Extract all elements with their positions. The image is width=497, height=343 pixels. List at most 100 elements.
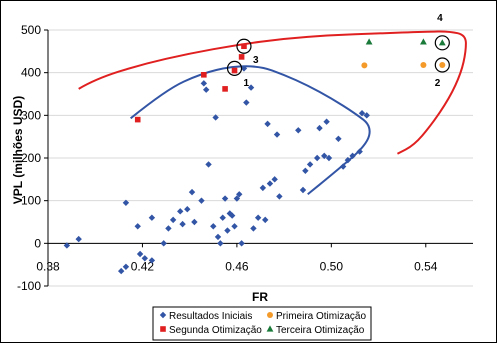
envelope-curve-1 (78, 30, 467, 155)
point-resultados-iniciais (221, 195, 229, 202)
point-resultados-iniciais (313, 154, 321, 162)
y-tick-label: 500 (21, 23, 41, 37)
y-tick-label: 100 (21, 194, 41, 208)
x-tick-labels: 0.38 0.42 0.46 0.50 0.54 (36, 259, 437, 273)
point-resultados-iniciais (271, 176, 278, 183)
data-points (63, 38, 446, 275)
point-resultados-iniciais (117, 267, 125, 275)
point-resultados-iniciais (363, 112, 370, 119)
legend-label-0: Resultados Iniciais (169, 311, 252, 322)
point-resultados-iniciais (179, 220, 186, 228)
annotation-circle-2 (434, 57, 450, 73)
legend-marker-3 (266, 325, 274, 332)
point-resultados-iniciais (344, 156, 352, 164)
x-tick-label: 0.38 (36, 259, 60, 273)
point-resultados-iniciais (231, 223, 238, 230)
point-resultados-iniciais (224, 227, 231, 234)
x-tick-label: 0.42 (131, 259, 155, 273)
curves (78, 30, 467, 196)
point-resultados-iniciais (236, 191, 243, 198)
y-tick-label: 200 (21, 151, 41, 165)
point-resultados-iniciais (217, 240, 224, 247)
point-resultados-iniciais (200, 80, 208, 87)
point-resultados-iniciais (63, 242, 71, 249)
point-resultados-iniciais (165, 225, 172, 232)
point-segunda-otimizacao (134, 116, 141, 123)
point-resultados-iniciais (356, 148, 363, 155)
point-resultados-iniciais (262, 216, 269, 224)
point-resultados-iniciais (273, 131, 281, 138)
point-resultados-iniciais (243, 99, 250, 106)
envelope-curve-0 (130, 65, 371, 196)
legend-label-2: Segunda Otimização (169, 325, 262, 336)
point-segunda-otimizacao (201, 72, 207, 78)
point-resultados-iniciais (148, 214, 156, 221)
point-resultados-iniciais (188, 188, 196, 196)
point-resultados-iniciais (247, 84, 255, 91)
point-resultados-iniciais (321, 152, 328, 160)
point-segunda-otimizacao (241, 43, 247, 50)
point-terceira-otimizacao (365, 38, 373, 45)
point-resultados-iniciais (212, 114, 219, 121)
point-resultados-iniciais (122, 263, 130, 270)
point-resultados-iniciais (240, 65, 248, 72)
legend-marker-2 (160, 326, 166, 332)
point-resultados-iniciais (358, 110, 366, 117)
y-tick-labels: -100 0 100 200 300 400 500 (17, 23, 41, 293)
annotation-label-1: 1 (244, 78, 250, 89)
point-resultados-iniciais (214, 233, 222, 241)
point-resultados-iniciais (233, 195, 241, 202)
point-resultados-iniciais (141, 255, 149, 262)
point-resultados-iniciais (219, 214, 226, 221)
annotation-label-3: 3 (253, 55, 259, 66)
point-resultados-iniciais (316, 124, 323, 132)
point-resultados-iniciais (238, 240, 245, 247)
point-resultados-iniciais (191, 218, 198, 226)
point-resultados-iniciais (335, 135, 342, 142)
annotations: 1 2 3 4 (226, 13, 450, 89)
point-resultados-iniciais (169, 216, 177, 224)
legend-marker-1 (267, 312, 273, 318)
point-resultados-iniciais (160, 240, 167, 247)
y-axis-label: VPL (milhões USD) (11, 96, 25, 204)
point-resultados-iniciais (205, 161, 212, 168)
point-resultados-iniciais (75, 235, 82, 243)
point-resultados-iniciais (148, 257, 156, 264)
axes (44, 29, 473, 287)
point-resultados-iniciais (325, 154, 333, 162)
point-resultados-iniciais (177, 208, 184, 215)
point-resultados-iniciais (254, 214, 262, 221)
y-tick-label: 300 (21, 108, 41, 122)
annotation-circle-1 (226, 60, 243, 77)
point-resultados-iniciais (339, 163, 347, 170)
point-resultados-iniciais (302, 167, 309, 174)
point-resultados-iniciais (276, 193, 283, 200)
legend-label-1: Primeira Otimização (276, 311, 366, 322)
point-resultados-iniciais (134, 223, 141, 230)
point-resultados-iniciais (228, 212, 236, 219)
point-segunda-otimizacao (238, 54, 245, 60)
point-segunda-otimizacao (222, 86, 228, 92)
point-terceira-otimizacao (420, 38, 427, 45)
legend: Resultados Iniciais Primeira Otimização Se… (152, 306, 372, 341)
point-resultados-iniciais (250, 225, 257, 232)
point-terceira-otimizacao (438, 39, 446, 46)
annotation-label-2: 2 (435, 78, 441, 89)
point-resultados-iniciais (210, 223, 217, 230)
point-resultados-iniciais (295, 127, 302, 134)
legend-marker-0 (159, 311, 167, 319)
x-tick-label: 0.46 (225, 259, 249, 273)
annotation-label-4: 4 (437, 13, 443, 24)
point-primeira-otimizacao (361, 62, 368, 69)
point-primeira-otimizacao (420, 61, 427, 68)
y-tick-label: 400 (21, 66, 41, 80)
x-tick-label: 0.50 (320, 259, 344, 273)
point-resultados-iniciais (264, 120, 271, 128)
point-resultados-iniciais (259, 184, 267, 192)
point-primeira-otimizacao (439, 61, 446, 68)
point-resultados-iniciais (349, 152, 356, 160)
x-axis-label: FR (252, 290, 268, 304)
point-resultados-iniciais (266, 180, 274, 187)
point-segunda-otimizacao (231, 67, 238, 74)
